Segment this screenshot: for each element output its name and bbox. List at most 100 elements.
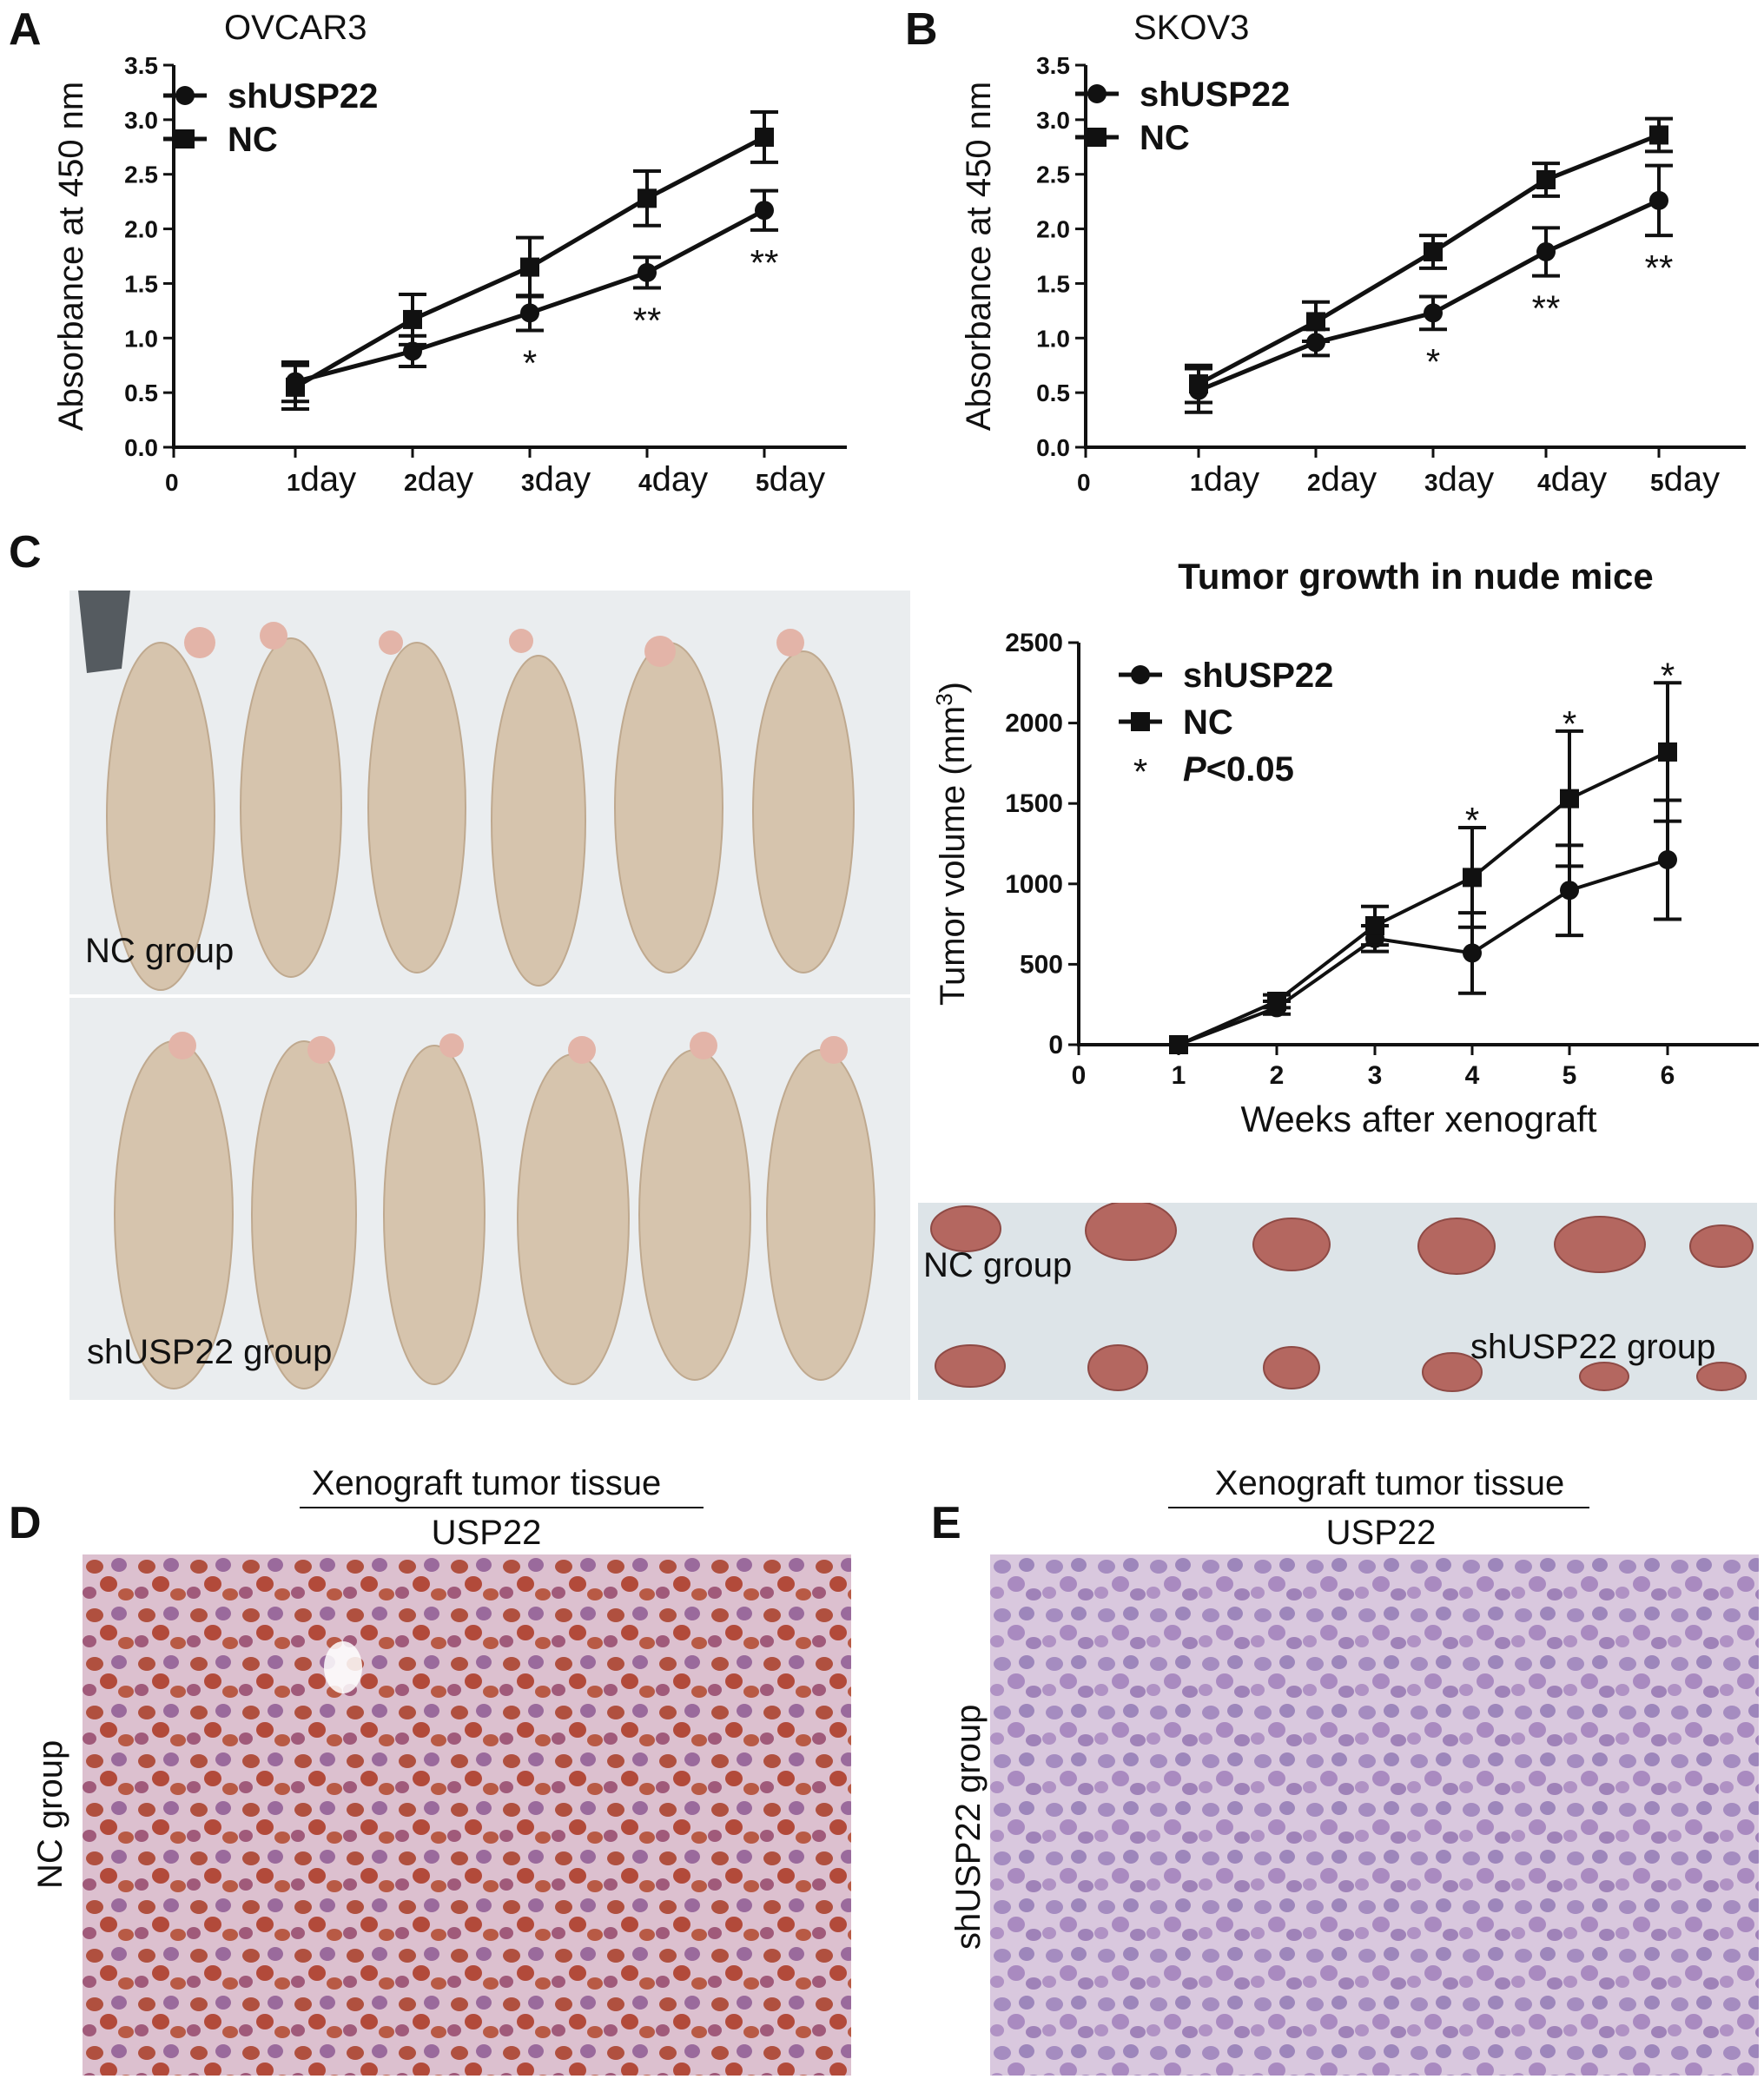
legend-p-value: P<0.05	[1183, 750, 1294, 789]
y-tick-label: 3.0	[124, 107, 158, 134]
y-tick-label: 1.5	[1036, 270, 1070, 297]
y-tick-label: 1.0	[124, 325, 158, 352]
legend-label-NC: NC	[1183, 703, 1233, 742]
legend-marker-NC	[175, 129, 195, 148]
legend-marker-NC	[1131, 712, 1150, 731]
data-point-NC	[1306, 312, 1325, 332]
x-tick-label: 2day	[1307, 460, 1377, 498]
x-tick-label: 6	[1661, 1061, 1675, 1090]
significance-marker: *	[1562, 703, 1576, 744]
data-point-NC	[1560, 789, 1579, 808]
x-tick-label: 4day	[638, 460, 708, 498]
x-tick-label: 3day	[1424, 460, 1494, 498]
chart-a: 0.0 0.5 1.0 1.5 2.0 2.5 3.0 3.5 0 1day 2day 3day 4da…	[52, 52, 847, 498]
data-point-NC	[755, 127, 774, 147]
y-tick-label: 2000	[1005, 710, 1063, 738]
significance-marker: **	[1645, 248, 1674, 288]
data-point-shUSP22	[1463, 943, 1482, 963]
series-line-shUSP22	[1178, 858, 1668, 1046]
tumors-nc-group-label: NC group	[923, 1246, 1073, 1284]
legend-label-shUSP22: shUSP22	[228, 77, 378, 116]
y-tick-label: 2500	[1005, 629, 1063, 657]
data-point-shUSP22	[403, 341, 422, 361]
significance-marker: **	[750, 242, 779, 283]
panel-e-subtitle: USP22	[1325, 1514, 1437, 1552]
mice-photo-shusp22-group: shUSP22 group	[69, 998, 910, 1400]
legend-label-shUSP22: shUSP22	[1140, 76, 1290, 114]
data-point-shUSP22	[1658, 850, 1677, 870]
panel-e-title: Xenograft tumor tissue	[1214, 1464, 1565, 1502]
data-point-NC	[1424, 241, 1443, 261]
data-point-shUSP22	[520, 303, 539, 323]
panel-a-title: OVCAR3	[224, 9, 367, 47]
panel-d-side-label: NC group	[31, 1739, 69, 1889]
x-tick-label: 4	[1465, 1061, 1480, 1090]
chart-c: 0 500 1000 1500 2000 2500 0 1 2 3 4 5 6 Tumor volume …	[931, 556, 1759, 1139]
x-axis-label: Weeks after xenograft	[1240, 1099, 1596, 1139]
legend-label-NC: NC	[1140, 119, 1190, 157]
x-tick-label: 2	[1270, 1061, 1285, 1090]
panel-c-label: C	[9, 527, 42, 578]
y-axis-label: Absorbance at 450 nm	[960, 82, 998, 431]
panel-a-label: A	[9, 4, 42, 55]
panel-e-title-rule	[1168, 1507, 1589, 1508]
panel-b-title: SKOV3	[1133, 9, 1250, 47]
legend-marker-shUSP22	[1087, 84, 1107, 103]
mice-illustration-sh	[69, 998, 910, 1400]
data-point-NC	[520, 257, 539, 277]
x-tick-label: 1day	[1190, 460, 1259, 498]
x-tick-label: 1	[1172, 1061, 1186, 1090]
y-tick-label: 3.5	[124, 52, 158, 79]
data-point-NC	[1536, 170, 1556, 189]
y-tick-label: 1.0	[1036, 325, 1070, 352]
chart-title: Tumor growth in nude mice	[1178, 556, 1654, 597]
ihc-texture-nc	[83, 1554, 851, 2076]
x-tick-label: 0	[1072, 1061, 1087, 1090]
y-tick-label: 3.5	[1036, 52, 1070, 79]
y-tick-label: 3.0	[1036, 107, 1070, 134]
significance-marker: **	[633, 300, 662, 340]
chart-b: 0.0 0.5 1.0 1.5 2.0 2.5 3.0 3.5 0 1day 2day 3day 4da…	[960, 52, 1746, 498]
series-line-NC	[1178, 750, 1668, 1046]
panel-d-label: D	[9, 1498, 42, 1548]
data-point-shUSP22	[1560, 881, 1579, 901]
y-tick-label: 2.0	[124, 216, 158, 243]
y-tick-label: 0.0	[124, 434, 158, 461]
legend-marker-NC	[1087, 128, 1107, 147]
x-tick-label: 4day	[1537, 460, 1607, 498]
x-tick-label: 0	[1077, 469, 1091, 496]
data-point-NC	[1267, 991, 1286, 1011]
x-tick-label: 5day	[756, 460, 825, 498]
panel-d-title: Xenograft tumor tissue	[311, 1464, 662, 1502]
data-point-NC	[1649, 125, 1668, 145]
data-point-NC	[1189, 374, 1208, 394]
x-tick-label: 5day	[1650, 460, 1720, 498]
significance-marker: *	[1426, 341, 1440, 382]
ihc-image-nc-group	[83, 1554, 851, 2076]
legend-marker-shUSP22	[1131, 665, 1150, 684]
data-point-NC	[1169, 1035, 1188, 1054]
y-tick-label: 1000	[1005, 870, 1063, 899]
data-point-shUSP22	[1536, 241, 1556, 261]
x-tick-label: 0	[165, 469, 179, 496]
legend-label-NC: NC	[228, 121, 278, 159]
significance-marker: **	[1532, 288, 1561, 329]
data-point-NC	[638, 188, 657, 208]
data-point-NC	[286, 377, 305, 397]
data-point-NC	[1463, 868, 1482, 888]
data-point-NC	[1365, 915, 1384, 935]
mice-shusp22-group-label: shUSP22 group	[87, 1333, 333, 1371]
y-tick-label: 2.5	[124, 162, 158, 188]
y-tick-label: 2.0	[1036, 216, 1070, 243]
y-tick-label: 0.5	[1036, 380, 1070, 406]
y-tick-label: 0.5	[124, 380, 158, 406]
y-tick-label: 0.0	[1036, 434, 1070, 461]
mice-nc-group-label: NC group	[85, 932, 235, 970]
panel-e-label: E	[931, 1498, 961, 1548]
y-axis-label: Tumor volume (mm3)	[931, 682, 972, 1006]
y-tick-label: 2.5	[1036, 162, 1070, 188]
panel-d-title-rule	[300, 1507, 704, 1508]
tumors-photo: NC group shUSP22 group	[918, 1203, 1757, 1400]
significance-marker: *	[523, 342, 537, 383]
x-tick-label: 1day	[287, 460, 356, 498]
